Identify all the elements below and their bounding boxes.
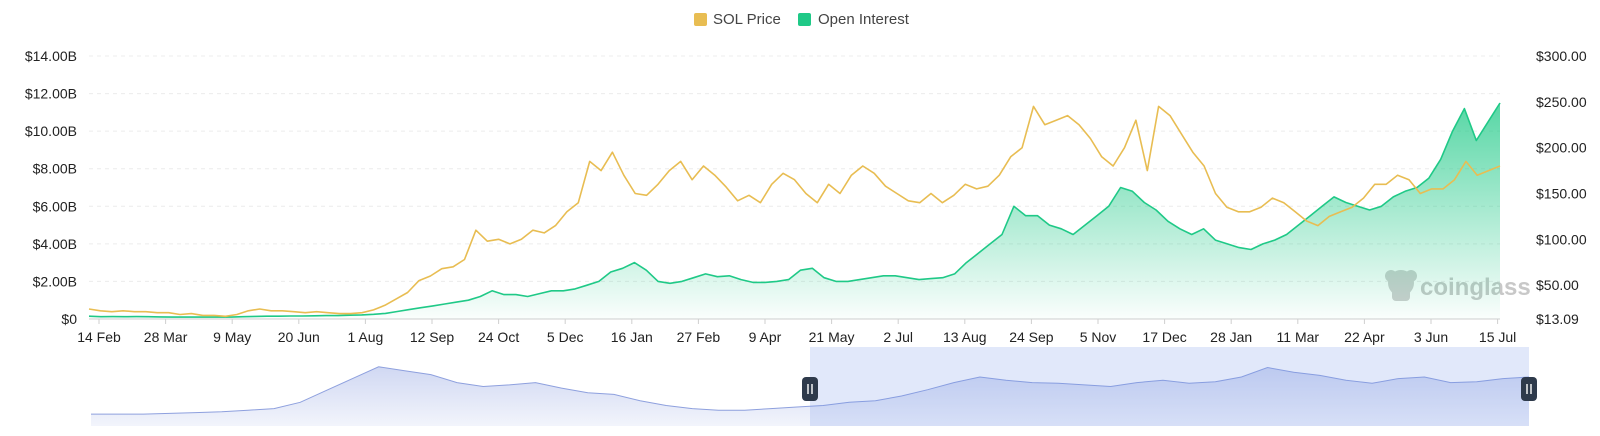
x-tick-label: 9 Apr: [749, 329, 782, 345]
x-tick-label: 9 May: [213, 329, 251, 345]
series-layer: [88, 102, 1501, 319]
x-tick-label: 1 Aug: [347, 329, 383, 345]
x-tick-label: 16 Jan: [611, 329, 653, 345]
legend-label-sol-price: SOL Price: [713, 11, 781, 28]
legend-label-open-interest: Open Interest: [818, 11, 910, 28]
x-tick-label: 3 Jun: [1414, 329, 1448, 345]
x-tick-label: 27 Feb: [677, 329, 721, 345]
y-right-tick-label: $50.00: [1536, 277, 1579, 293]
y-right-tick-label: $250.00: [1536, 94, 1587, 110]
x-tick-label: 22 Apr: [1344, 329, 1385, 345]
x-tick-label: 20 Jun: [278, 329, 320, 345]
navigator-handle-right[interactable]: [1521, 377, 1537, 401]
x-tick-label: 15 Jul: [1479, 329, 1516, 345]
y-left-tick-label: $12.00B: [25, 86, 77, 102]
legend-item-sol-price[interactable]: SOL Price: [694, 11, 781, 28]
x-tick-label: 21 May: [809, 329, 855, 345]
x-tick-label: 28 Mar: [144, 329, 188, 345]
navigator-line: [91, 366, 1530, 415]
y-axis-right: $13.09 $50.00 $100.00 $150.00 $200.00 $250.00…: [1536, 48, 1587, 327]
open-interest-line: [88, 102, 1501, 318]
x-axis: 14 Feb 28 Mar 9 May 20 Jun 1 Aug 12 Sep 24 Oct…: [77, 319, 1516, 345]
sol-price-line: [88, 105, 1501, 318]
x-tick-label: 24 Sep: [1009, 329, 1054, 345]
y-right-tick-label: $100.00: [1536, 231, 1587, 247]
y-right-tick-label: $13.09: [1536, 311, 1579, 327]
x-tick-label: 28 Jan: [1210, 329, 1252, 345]
y-left-tick-label: $6.00B: [33, 198, 77, 214]
legend-swatch-open-interest: [798, 13, 811, 26]
x-tick-label: 2 Jul: [883, 329, 913, 345]
handle-body: [802, 377, 818, 401]
y-left-tick-label: $8.00B: [33, 161, 77, 177]
y-left-tick-label: $10.00B: [25, 123, 77, 139]
x-tick-label: 12 Sep: [410, 329, 455, 345]
navigator-area: [91, 366, 1529, 426]
y-left-tick-label: $0: [61, 311, 77, 327]
navigator-selection[interactable]: [810, 347, 1529, 426]
y-axis-left: $0 $2.00B $4.00B $6.00B $8.00B $10.00B $12.00B…: [25, 48, 77, 327]
x-tick-label: 14 Feb: [77, 329, 121, 345]
y-right-tick-label: $200.00: [1536, 140, 1587, 156]
navigator-handle-left[interactable]: [802, 377, 818, 401]
y-right-tick-label: $150.00: [1536, 185, 1587, 201]
y-left-tick-label: $4.00B: [33, 236, 77, 252]
x-tick-label: 5 Nov: [1080, 329, 1117, 345]
y-left-tick-label: $2.00B: [33, 273, 77, 289]
legend: SOL Price Open Interest: [694, 11, 910, 28]
handle-body: [1521, 377, 1537, 401]
x-tick-label: 11 Mar: [1277, 329, 1320, 345]
x-tick-label: 17 Dec: [1142, 329, 1186, 345]
legend-item-open-interest[interactable]: Open Interest: [798, 11, 910, 28]
x-tick-label: 24 Oct: [478, 329, 519, 345]
legend-swatch-sol-price: [694, 13, 707, 26]
navigator[interactable]: [91, 347, 1537, 426]
x-tick-label: 13 Aug: [943, 329, 987, 345]
y-left-tick-label: $14.00B: [25, 48, 77, 64]
open-interest-area: [89, 103, 1500, 319]
x-tick-label: 5 Dec: [547, 329, 584, 345]
y-right-tick-label: $300.00: [1536, 48, 1587, 64]
